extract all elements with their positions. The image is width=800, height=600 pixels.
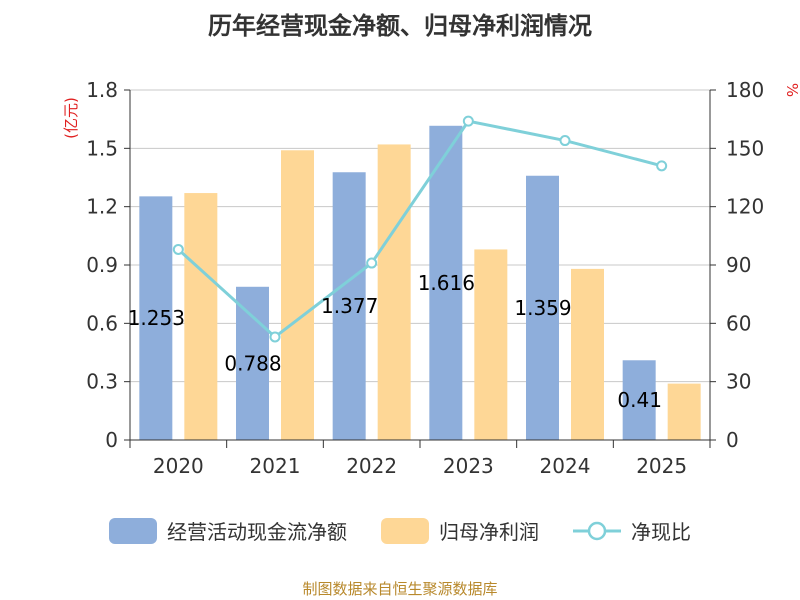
ratio-point bbox=[656, 160, 668, 172]
left-tick-label: 0.3 bbox=[86, 370, 118, 394]
bar-net-profit bbox=[667, 383, 701, 440]
legend-label-net-profit: 归母净利润 bbox=[439, 520, 539, 544]
right-tick-label: 90 bbox=[726, 253, 751, 277]
bar-net-profit bbox=[571, 268, 604, 440]
x-tick-label: 2024 bbox=[540, 454, 591, 478]
ratio-point bbox=[269, 331, 281, 343]
x-tick-label: 2021 bbox=[250, 454, 301, 478]
right-tick-label: 60 bbox=[726, 311, 751, 335]
ratio-point bbox=[172, 243, 184, 255]
left-tick-label: 0.6 bbox=[86, 311, 118, 335]
bar-net-profit bbox=[184, 193, 218, 440]
left-tick-label: 0.9 bbox=[86, 253, 118, 277]
chart-title: 历年经营现金净额、归母净利润情况 bbox=[208, 12, 592, 40]
legend-swatch-cashflow bbox=[109, 517, 157, 544]
ratio-point bbox=[366, 257, 378, 269]
right-tick-label: 150 bbox=[726, 136, 764, 160]
bar-net-profit bbox=[377, 144, 411, 440]
left-tick-label: 1.5 bbox=[86, 136, 118, 160]
legend-item-ratio[interactable]: 净现比 bbox=[573, 516, 691, 545]
data-label-cashflow: 1.253 bbox=[128, 306, 185, 330]
right-tick-label: 180 bbox=[726, 78, 764, 102]
bar-cashflow bbox=[429, 125, 463, 441]
source-note: 制图数据来自恒生聚源数据库 bbox=[302, 580, 498, 598]
right-tick-label: 30 bbox=[726, 370, 751, 394]
right-axis-unit: % bbox=[783, 83, 800, 97]
data-label-cashflow: 1.377 bbox=[321, 294, 378, 318]
right-tick-label: 120 bbox=[726, 195, 764, 219]
bar-net-profit bbox=[474, 249, 508, 440]
bar-cashflow bbox=[526, 175, 559, 440]
left-tick-label: 0 bbox=[105, 428, 118, 452]
bars bbox=[139, 125, 701, 441]
bar-cashflow bbox=[139, 196, 173, 440]
data-label-cashflow: 0.788 bbox=[224, 351, 281, 375]
bar-net-profit bbox=[281, 150, 314, 440]
legend-label-cashflow: 经营活动现金流净额 bbox=[167, 520, 347, 544]
ratio-line bbox=[172, 115, 668, 343]
legend-item-cashflow[interactable]: 经营活动现金流净额 bbox=[109, 516, 347, 545]
data-label-cashflow: 1.616 bbox=[418, 271, 475, 295]
ratio-point bbox=[462, 115, 474, 127]
data-labels: 1.253 0.788 1.377 1.616 1.359 0.41 bbox=[128, 271, 662, 412]
bar-cashflow bbox=[332, 172, 366, 440]
axes: 0 0.3 0.6 0.9 1.2 1.5 1.8 0 30 60 90 120 150 180 (亿元)%… bbox=[62, 78, 800, 478]
legend-swatch-ratio bbox=[573, 521, 621, 540]
bar-cashflow bbox=[622, 360, 656, 440]
legend-swatch-net-profit bbox=[381, 517, 429, 544]
right-tick-label: 0 bbox=[726, 428, 739, 452]
legend-item-net-profit[interactable]: 归母净利润 bbox=[381, 516, 539, 545]
x-tick-label: 2025 bbox=[636, 454, 687, 478]
legend: 经营活动现金流净额 归母净利润 净现比 bbox=[0, 516, 800, 545]
data-label-cashflow: 1.359 bbox=[514, 296, 571, 320]
x-tick-label: 2020 bbox=[153, 454, 204, 478]
left-axis-unit: (亿元) bbox=[62, 97, 80, 139]
left-tick-label: 1.8 bbox=[86, 78, 118, 102]
legend-label-ratio: 净现比 bbox=[631, 520, 691, 544]
data-label-cashflow: 0.41 bbox=[617, 388, 662, 412]
ratio-line-path bbox=[177, 119, 663, 339]
left-tick-label: 1.2 bbox=[86, 195, 118, 219]
bar-cashflow bbox=[236, 286, 269, 440]
ratio-point bbox=[559, 135, 571, 147]
grid-lines bbox=[130, 89, 710, 383]
x-tick-label: 2022 bbox=[346, 454, 397, 478]
x-tick-label: 2023 bbox=[443, 454, 494, 478]
